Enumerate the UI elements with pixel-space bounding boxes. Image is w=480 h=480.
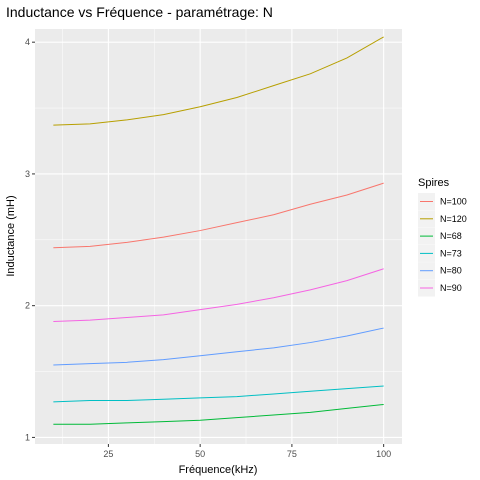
legend-items: N=100 N=120 N=68 N=73 N=80 N=90 (418, 193, 467, 297)
x-tick-label: 25 (103, 449, 113, 459)
y-tick-label: 3 (25, 169, 30, 179)
chart-title: Inductance vs Fréquence - paramétrage: N (6, 4, 273, 20)
legend: Spires N=100 N=120 N=68 N=73 N=80 N=90 (418, 177, 467, 297)
x-tick-label: 50 (195, 449, 205, 459)
legend-label: N=73 (440, 248, 462, 258)
series-lines (53, 36, 384, 425)
series-line-n80 (53, 327, 384, 366)
x-axis-title: Fréquence(kHz) (179, 464, 258, 476)
series-line-n90 (53, 268, 384, 322)
y-tick-label: 4 (25, 37, 30, 47)
series-line-n68 (53, 403, 384, 425)
y-axis-ticks: 1 2 3 4 (25, 37, 35, 442)
x-tick-label: 75 (287, 449, 297, 459)
y-axis-title: Inductance (mH) (5, 195, 17, 276)
legend-title: Spires (418, 177, 450, 189)
series-line-n73 (53, 385, 384, 403)
y-tick-label: 1 (25, 432, 30, 442)
legend-label: N=90 (440, 283, 462, 293)
grid-minor (35, 29, 402, 444)
x-tick-label: 100 (376, 449, 391, 459)
x-axis-ticks: 25 50 75 100 (103, 444, 391, 459)
plot-panel (35, 29, 402, 444)
legend-label: N=120 (440, 214, 467, 224)
series-line-n100 (53, 182, 384, 249)
legend-label: N=68 (440, 231, 462, 241)
grid-major (35, 29, 402, 444)
y-tick-label: 2 (25, 301, 30, 311)
legend-label: N=80 (440, 266, 462, 276)
series-line-n120 (53, 36, 384, 126)
legend-label: N=100 (440, 197, 467, 207)
